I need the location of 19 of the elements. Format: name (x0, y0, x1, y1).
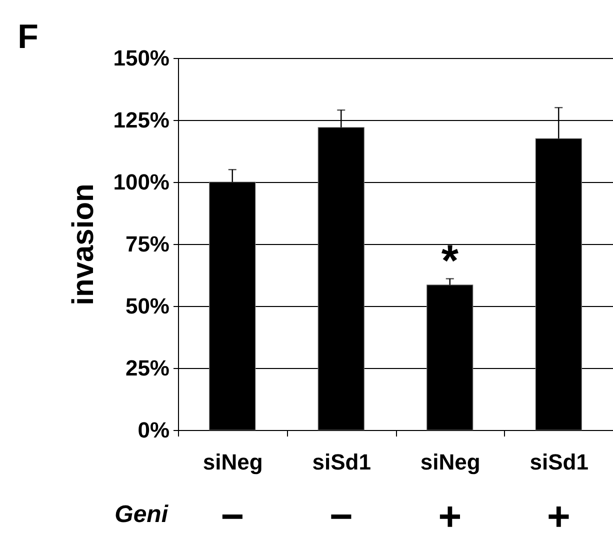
x-tick-label: siNeg (202, 450, 263, 474)
annotation: * (441, 236, 460, 286)
y-tick-label: 0% (138, 418, 170, 442)
y-tick-label: 150% (113, 46, 170, 70)
x-tick-label: siSd1 (312, 450, 371, 474)
y-tick-label: 50% (125, 294, 170, 318)
x-tick-label: siNeg (420, 450, 480, 474)
text: + (438, 495, 462, 539)
y-tick-label: 75% (125, 232, 170, 256)
text: − (329, 495, 353, 539)
x-tick-label: siSd1 (530, 450, 588, 474)
text: + (546, 495, 570, 539)
text: − (220, 495, 244, 539)
y-tick-label: 125% (113, 108, 170, 132)
text: Geni (114, 501, 170, 528)
y-axis-title: invasion (67, 184, 100, 306)
y-tick-label: 100% (113, 170, 170, 194)
y-tick-label: 25% (125, 356, 170, 380)
text: F (18, 18, 38, 56)
